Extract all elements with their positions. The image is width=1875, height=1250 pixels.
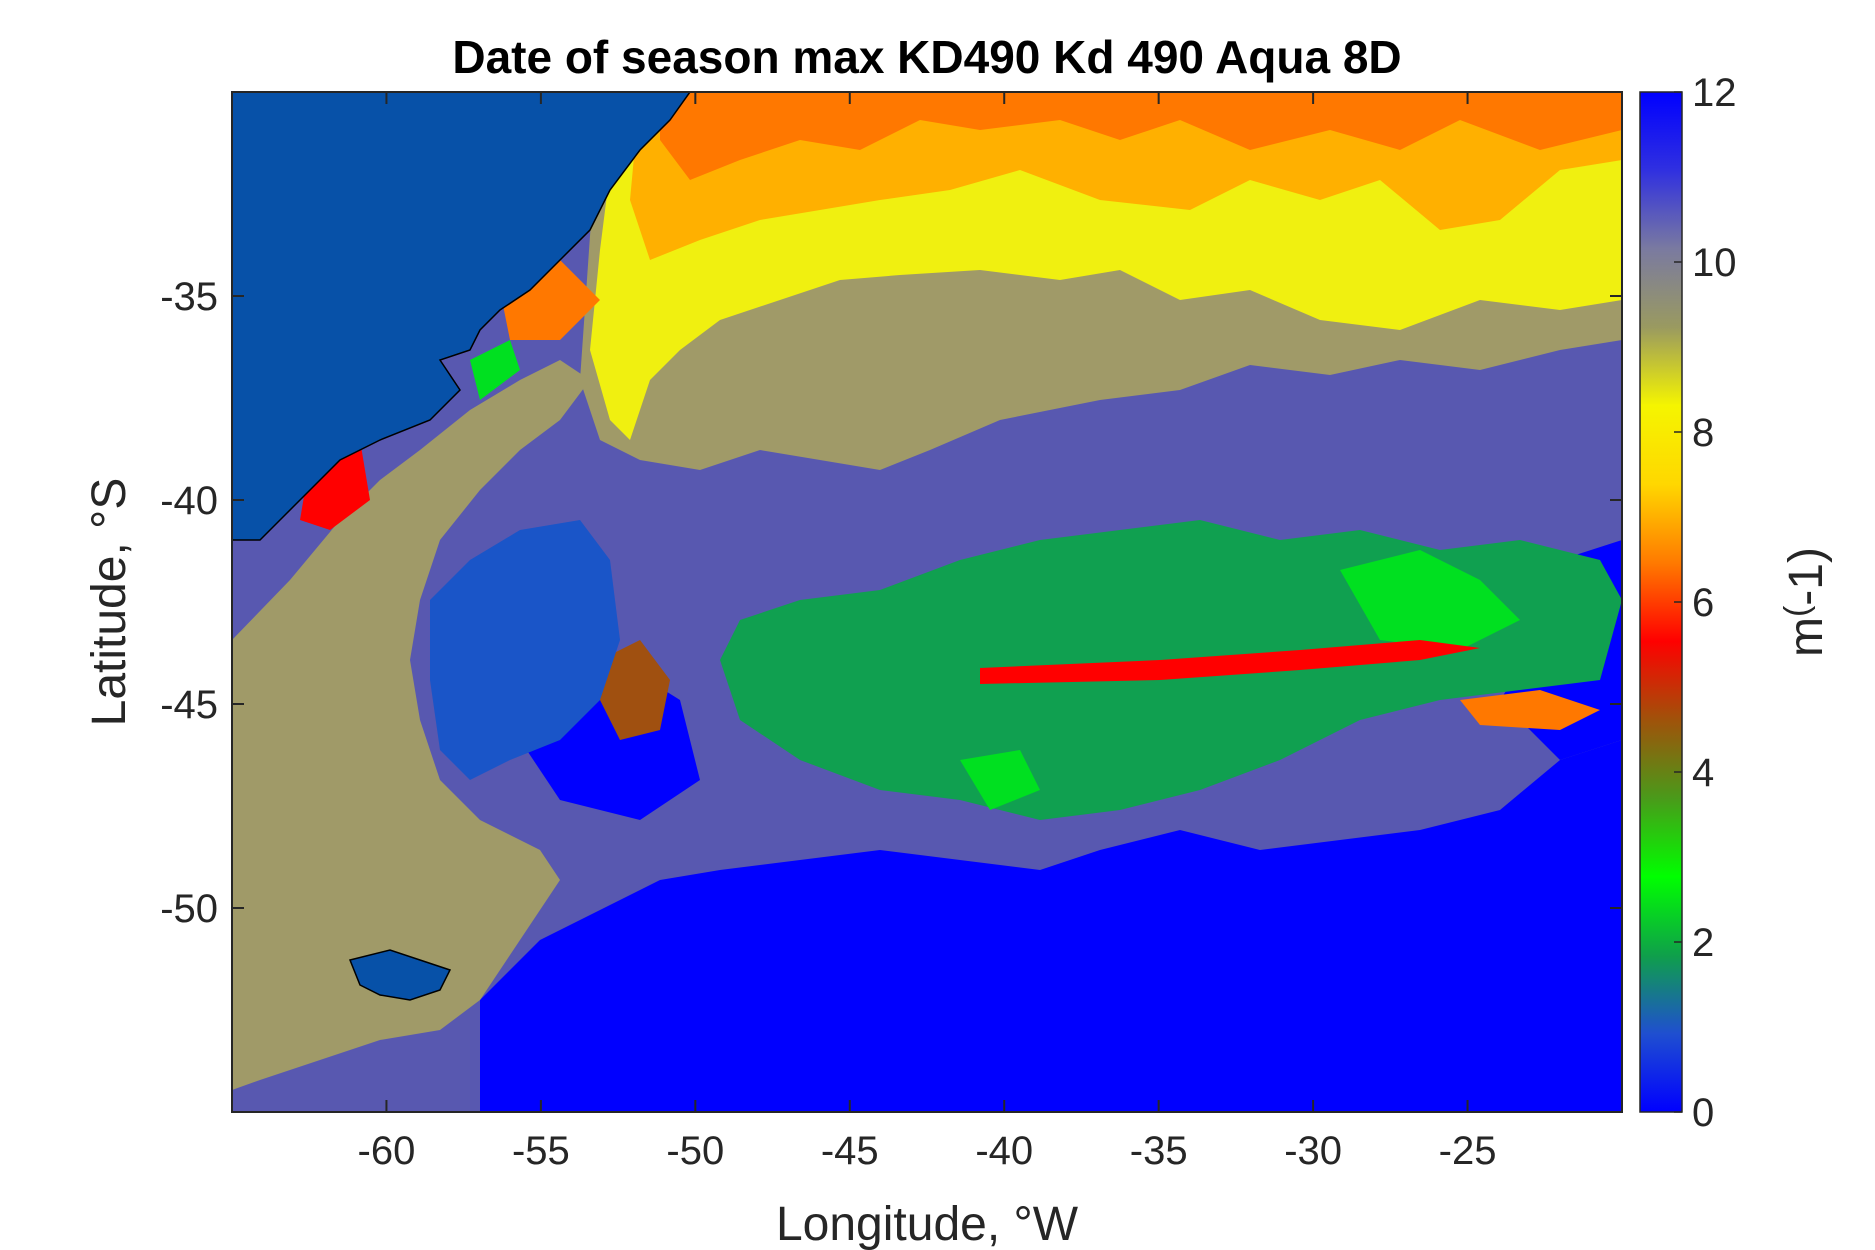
- field-value-3-patch: [960, 750, 1040, 810]
- colorbar-tick-label: 0: [1692, 1091, 1714, 1135]
- axes-frame: [231, 91, 1623, 1113]
- land-south-america: [232, 92, 691, 541]
- y-tick-label: -50: [160, 887, 218, 931]
- field-value-1-shelf-inner: [430, 520, 620, 780]
- field-value-7-east: [1460, 690, 1600, 730]
- x-tick-label: -45: [821, 1129, 879, 1173]
- colorbar-tick-label: 12: [1692, 71, 1737, 115]
- field-value-3-coast: [470, 340, 520, 400]
- x-tick-label: -35: [1130, 1129, 1188, 1173]
- colorbar-ticks: 0 2 4 6 8 10 12: [1674, 71, 1737, 1135]
- y-tick-label: -40: [160, 479, 218, 523]
- field-value-0-south: [480, 740, 1622, 1112]
- x-tick-label: -25: [1439, 1129, 1497, 1173]
- y-tick-label: -45: [160, 683, 218, 727]
- x-tick-label: -40: [975, 1129, 1033, 1173]
- x-tick-label: -50: [666, 1129, 724, 1173]
- field-value-5-patch: [600, 640, 670, 740]
- colorbar-tick-label: 2: [1692, 921, 1714, 965]
- field-value-10-shelf: [232, 360, 590, 1090]
- y-tick-label: -35: [160, 275, 218, 319]
- x-tick-label: -55: [512, 1129, 570, 1173]
- colorbar-tick-label: 8: [1692, 411, 1714, 455]
- field-value-6-streak: [980, 640, 1480, 684]
- x-tick-label: -60: [358, 1129, 416, 1173]
- field-value-3-east: [1340, 550, 1520, 650]
- y-axis-ticks: -35 -40 -45 -50: [160, 275, 1622, 931]
- x-tick-label: -30: [1284, 1129, 1342, 1173]
- colorbar-tick-label: 6: [1692, 581, 1714, 625]
- map-title: Date of season max KD490 Kd 490 Aqua 8D: [452, 31, 1402, 83]
- colorbar-tick-label: 4: [1692, 751, 1714, 795]
- colorbar-label: m(-1): [1778, 547, 1833, 657]
- colorbar-tick-label: 10: [1692, 241, 1737, 285]
- land-falkland-islands: [348, 949, 452, 1001]
- map-area: [232, 92, 1622, 1112]
- x-axis-label: Longitude, °W: [776, 1198, 1079, 1250]
- y-axis-label: Latitude, °S: [83, 478, 136, 727]
- field-value-7-band: [660, 92, 1622, 180]
- x-axis-ticks: -60 -55 -50 -45 -40 -35 -30 -25: [358, 92, 1497, 1173]
